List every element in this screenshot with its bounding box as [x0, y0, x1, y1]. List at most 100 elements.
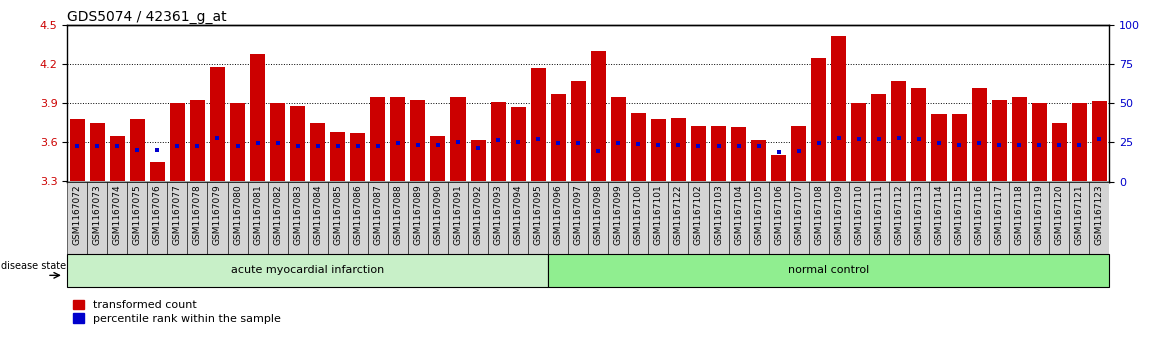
FancyBboxPatch shape [488, 182, 508, 254]
FancyBboxPatch shape [308, 182, 328, 254]
FancyBboxPatch shape [168, 182, 188, 254]
FancyBboxPatch shape [147, 182, 168, 254]
FancyBboxPatch shape [608, 182, 629, 254]
Bar [69, 119, 85, 182]
Text: GSM1167084: GSM1167084 [313, 184, 322, 245]
FancyBboxPatch shape [328, 182, 347, 254]
FancyBboxPatch shape [227, 182, 248, 254]
Text: GSM1167104: GSM1167104 [734, 184, 743, 245]
FancyBboxPatch shape [569, 182, 588, 254]
Bar [310, 123, 325, 182]
Text: GSM1167093: GSM1167093 [493, 184, 503, 245]
Bar [670, 118, 686, 182]
FancyBboxPatch shape [548, 182, 569, 254]
Text: GSM1167096: GSM1167096 [554, 184, 563, 245]
FancyBboxPatch shape [829, 182, 849, 254]
Text: GSM1167094: GSM1167094 [514, 184, 522, 245]
Text: GSM1167103: GSM1167103 [714, 184, 723, 245]
Text: GSM1167085: GSM1167085 [334, 184, 343, 245]
Bar [170, 103, 185, 182]
FancyBboxPatch shape [347, 182, 368, 254]
Text: GSM1167091: GSM1167091 [454, 184, 462, 245]
Bar [571, 81, 586, 182]
Bar [711, 126, 726, 182]
FancyBboxPatch shape [929, 182, 950, 254]
Text: GSM1167112: GSM1167112 [894, 184, 903, 245]
Bar [210, 67, 225, 182]
FancyBboxPatch shape [629, 182, 648, 254]
Text: GSM1167078: GSM1167078 [193, 184, 201, 245]
FancyBboxPatch shape [889, 182, 909, 254]
Bar [991, 99, 1006, 182]
Text: GSM1167098: GSM1167098 [594, 184, 603, 245]
FancyBboxPatch shape [648, 182, 668, 254]
FancyBboxPatch shape [748, 182, 769, 254]
Bar [270, 103, 285, 182]
Text: GSM1167081: GSM1167081 [254, 184, 262, 245]
Bar [350, 133, 365, 182]
Text: GSM1167082: GSM1167082 [273, 184, 283, 245]
FancyBboxPatch shape [689, 182, 709, 254]
FancyBboxPatch shape [769, 182, 789, 254]
Text: GSM1167072: GSM1167072 [73, 184, 82, 245]
FancyBboxPatch shape [849, 182, 868, 254]
Bar [410, 99, 425, 182]
Bar [771, 155, 786, 182]
Text: GSM1167118: GSM1167118 [1014, 184, 1024, 245]
Bar [591, 52, 606, 182]
Bar [110, 136, 125, 182]
Text: GSM1167107: GSM1167107 [794, 184, 804, 245]
Bar [431, 136, 446, 182]
Bar [1051, 123, 1067, 182]
Bar [731, 127, 746, 182]
Text: GSM1167095: GSM1167095 [534, 184, 543, 245]
Bar [511, 107, 526, 182]
Text: GSM1167111: GSM1167111 [874, 184, 884, 245]
FancyBboxPatch shape [950, 182, 969, 254]
Text: disease state: disease state [1, 261, 66, 270]
Bar [390, 97, 405, 182]
Legend: transformed count, percentile rank within the sample: transformed count, percentile rank withi… [73, 299, 280, 324]
Bar [250, 54, 265, 182]
FancyBboxPatch shape [468, 182, 488, 254]
FancyBboxPatch shape [188, 182, 207, 254]
Bar [610, 97, 625, 182]
FancyBboxPatch shape [909, 182, 929, 254]
FancyBboxPatch shape [108, 182, 127, 254]
Bar [631, 113, 646, 182]
Text: GSM1167119: GSM1167119 [1035, 184, 1043, 245]
Bar [1072, 103, 1087, 182]
Bar [1012, 97, 1027, 182]
Text: GSM1167090: GSM1167090 [433, 184, 442, 245]
Bar [291, 106, 306, 182]
Text: GSM1167075: GSM1167075 [133, 184, 141, 245]
Bar [89, 123, 104, 182]
Text: GSM1167088: GSM1167088 [394, 184, 402, 245]
Text: GSM1167117: GSM1167117 [995, 184, 1004, 245]
Text: GSM1167121: GSM1167121 [1075, 184, 1084, 245]
FancyBboxPatch shape [528, 182, 548, 254]
Text: GSM1167109: GSM1167109 [834, 184, 843, 245]
Bar [791, 126, 806, 182]
FancyBboxPatch shape [67, 254, 548, 287]
FancyBboxPatch shape [1009, 182, 1029, 254]
Text: GSM1167106: GSM1167106 [775, 184, 783, 245]
Text: GDS5074 / 42361_g_at: GDS5074 / 42361_g_at [67, 11, 227, 24]
Bar [931, 114, 946, 182]
Text: GSM1167108: GSM1167108 [814, 184, 823, 245]
Text: GSM1167074: GSM1167074 [112, 184, 122, 245]
Bar [851, 103, 866, 182]
FancyBboxPatch shape [969, 182, 989, 254]
FancyBboxPatch shape [1049, 182, 1069, 254]
Bar [1092, 101, 1107, 182]
Text: GSM1167120: GSM1167120 [1055, 184, 1064, 245]
FancyBboxPatch shape [808, 182, 829, 254]
FancyBboxPatch shape [388, 182, 408, 254]
FancyBboxPatch shape [548, 254, 1109, 287]
Text: GSM1167115: GSM1167115 [954, 184, 963, 245]
Bar [230, 103, 245, 182]
Text: GSM1167102: GSM1167102 [694, 184, 703, 245]
Bar [892, 81, 907, 182]
Text: GSM1167080: GSM1167080 [233, 184, 242, 245]
Bar [190, 99, 205, 182]
